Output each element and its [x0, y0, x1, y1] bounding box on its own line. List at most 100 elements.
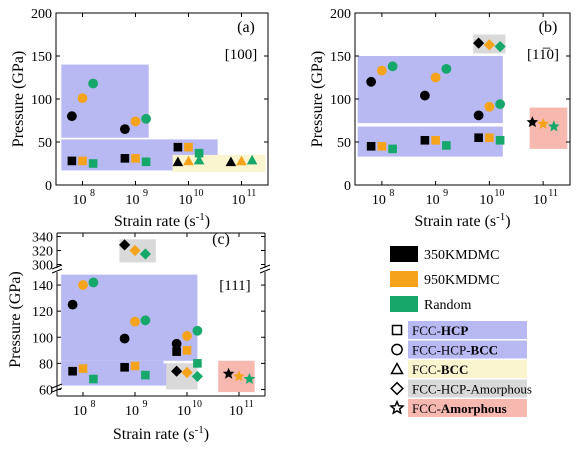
- data-point: [130, 116, 141, 127]
- x-tick-exponent: 10: [192, 399, 202, 410]
- x-tick-label: 10: [179, 193, 193, 208]
- data-point: [442, 141, 451, 150]
- x-tick-label: 10: [426, 193, 440, 208]
- x-tick-exponent: 8: [91, 399, 96, 410]
- data-point: [194, 148, 204, 158]
- legend: 350KMDMC950KMDMCRandomFCC-HCPFCC-HCP-BCC…: [389, 246, 532, 417]
- legend-swatch-350KMDMC: [390, 246, 418, 262]
- data-point: [139, 248, 151, 260]
- y-tick-label: 200: [330, 7, 351, 22]
- data-point: [78, 156, 87, 166]
- x-axis-label-end: ): [505, 213, 510, 230]
- panel-label: (c): [212, 231, 230, 248]
- legend-marker-star: [389, 399, 405, 415]
- data-point: [140, 315, 151, 326]
- legend-phase-prefix: FCC-: [412, 323, 441, 338]
- panel-label: (b): [539, 19, 558, 36]
- legend-marker-triangle: [390, 361, 404, 375]
- data-point: [181, 366, 193, 379]
- data-point: [473, 110, 484, 121]
- phase-region: [61, 64, 149, 138]
- data-point: [494, 40, 506, 53]
- data-point: [67, 156, 77, 166]
- x-axis-label-text: Strain rate (s: [113, 426, 195, 443]
- data-point: [120, 154, 130, 163]
- x-axis-label-text: Strain rate (s: [414, 213, 496, 230]
- x-axis-label-sup: -1: [196, 211, 205, 223]
- y-tick-label: 150: [330, 50, 351, 65]
- direction-label: [11̅0]: [527, 47, 559, 63]
- data-point: [120, 362, 129, 372]
- axis-break-mark: [51, 264, 63, 270]
- axis-break-mark: [51, 268, 63, 274]
- direction-label: [111]: [219, 278, 250, 294]
- data-point: [171, 365, 183, 377]
- legend-phase-prefix: FCC-HCP-: [412, 343, 471, 358]
- data-point: [141, 157, 151, 167]
- legend-swatch-Random: [390, 296, 418, 312]
- data-point: [89, 374, 98, 384]
- y-tick-label: 300: [32, 259, 53, 274]
- y-tick-label: 120: [32, 305, 53, 320]
- x-axis-label-end: ): [205, 213, 210, 230]
- x-tick-exponent: 8: [90, 188, 95, 199]
- data-point: [419, 90, 430, 101]
- data-point: [376, 65, 387, 76]
- data-point: [537, 117, 549, 129]
- data-point: [193, 154, 205, 165]
- x-tick-exponent: 10: [494, 188, 504, 199]
- legend-phase-prefix: FCC-: [412, 362, 441, 377]
- legend-phase-label: FCC-Amorphous: [412, 401, 507, 416]
- data-point: [225, 156, 237, 167]
- y-tick-label: 50: [337, 136, 351, 151]
- data-point: [192, 325, 203, 336]
- data-point: [88, 277, 99, 288]
- y-tick-label: 200: [31, 7, 52, 22]
- data-point: [119, 333, 130, 344]
- data-point: [548, 120, 560, 132]
- data-point: [484, 101, 495, 112]
- data-point: [67, 299, 78, 310]
- data-point: [420, 135, 430, 145]
- x-axis-label-end: ): [204, 426, 209, 443]
- data-point: [172, 156, 184, 167]
- legend-phase-prefix: FCC-HCP-Amorphous: [412, 382, 532, 397]
- x-tick-label: 10: [479, 193, 493, 208]
- data-point: [495, 99, 506, 110]
- y-tick-label: 320: [32, 245, 53, 260]
- legend-phase-bold: BCC: [441, 362, 468, 377]
- panel-label: (a): [237, 19, 255, 36]
- data-point: [222, 367, 235, 379]
- axis-break-mark: [259, 264, 271, 270]
- data-point: [129, 244, 141, 257]
- legend-source-label: Random: [424, 298, 472, 313]
- data-point: [495, 135, 505, 145]
- x-tick-exponent: 11: [247, 188, 257, 199]
- x-tick-label: 10: [73, 193, 87, 208]
- data-point: [141, 370, 150, 380]
- x-axis-label-text: Strain rate (s: [114, 213, 196, 230]
- data-point: [388, 144, 397, 154]
- legend-phase-prefix: FCC-: [412, 401, 441, 416]
- x-tick-exponent: 9: [443, 188, 448, 199]
- x-tick-label: 10: [177, 404, 191, 419]
- legend-phase-band: [408, 321, 527, 339]
- legend-marker-circle: [391, 343, 403, 356]
- data-point: [193, 359, 202, 368]
- phase-region: [529, 107, 568, 149]
- legend-phase-label: FCC-BCC: [412, 362, 468, 377]
- legend-phase-label: FCC-HCP-BCC: [412, 343, 498, 358]
- data-point: [77, 93, 88, 104]
- data-point: [474, 133, 483, 142]
- data-point: [430, 72, 441, 83]
- y-tick-label: 0: [45, 179, 52, 194]
- legend-phase-label: FCC-HCP: [412, 323, 468, 338]
- x-tick-label: 10: [229, 404, 243, 419]
- data-point: [191, 370, 203, 383]
- y-tick-label: 340: [32, 231, 53, 246]
- data-point: [130, 361, 140, 371]
- legend-marker-square: [391, 324, 403, 336]
- legend-phase-band: [408, 399, 527, 417]
